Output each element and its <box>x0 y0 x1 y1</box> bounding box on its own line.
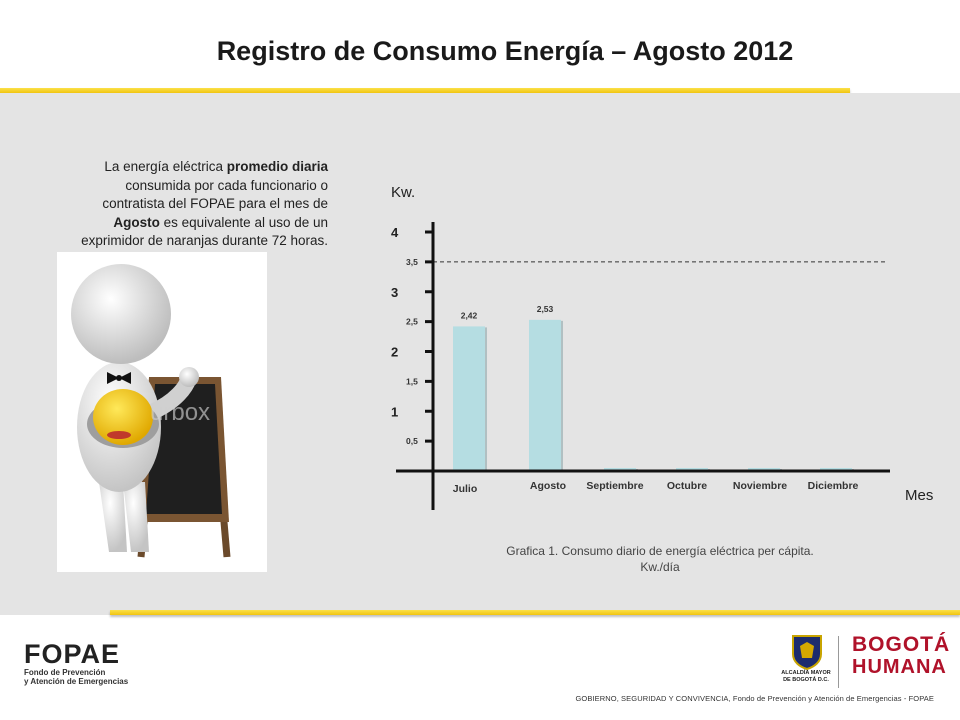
fopae-logo-sub1: Fondo de Prevención <box>24 668 106 677</box>
caption-line-1: Grafica 1. Consumo diario de energía elé… <box>506 544 814 558</box>
desc-part1: La energía eléctrica <box>104 159 227 174</box>
chart-caption: Grafica 1. Consumo diario de energía elé… <box>470 543 850 575</box>
desc-part2: consumida por cada funcionario o contrat… <box>102 177 328 212</box>
y-minor-tick-label: 1,5 <box>406 376 418 386</box>
bar-value-label: 2,53 <box>537 304 554 314</box>
bar-value-label: 2,42 <box>461 310 478 320</box>
caption-line-2: Kw./día <box>640 560 680 574</box>
desc-bold2: Agosto <box>113 214 160 230</box>
alcaldia-line-1: ALCALDÍA MAYOR <box>781 670 831 676</box>
logo-divider <box>838 636 839 688</box>
desc-part3: es equivalente al uso de un exprimidor d… <box>81 214 328 249</box>
slide-title: Registro de Consumo Energía – Agosto 201… <box>216 36 794 66</box>
fopae-logo: FOPAE Fondo de Prevención y Atención de … <box>24 639 154 686</box>
y-minor-tick-label: 0,5 <box>406 436 418 446</box>
alcaldia-text: ALCALDÍA MAYOR DE BOGOTÁ D.C. <box>776 670 836 683</box>
desc-bold1: promedio diaria <box>226 159 328 174</box>
y-axis-title: Kw. <box>391 184 415 201</box>
category-label: Septiembre <box>586 480 643 492</box>
category-label: Octubre <box>667 480 707 492</box>
description-text: La energía eléctrica promedio diaria con… <box>60 158 328 251</box>
x-axis-title: Mes <box>905 487 933 504</box>
y-major-tick-label: 4 <box>391 225 399 240</box>
bar-julio <box>453 326 485 471</box>
fopae-logo-sub2: y Atención de Emergencias <box>24 677 129 686</box>
category-label: Diciembre <box>808 480 859 492</box>
bogota-logo-line-1: BOGOTÁ <box>852 633 951 656</box>
y-major-tick-label: 2 <box>391 345 398 360</box>
bottom-yellow-accent <box>110 610 960 615</box>
fopae-logo-name: FOPAE <box>24 639 121 669</box>
footer-text: GOBIERNO, SEGURIDAD Y CONVIVENCIA, Fondo… <box>575 694 934 703</box>
mascot-figure-icon <box>71 264 231 558</box>
alcaldia-line-2: DE BOGOTÁ D.C. <box>783 676 829 683</box>
y-minor-tick-label: 2,5 <box>406 317 418 327</box>
top-yellow-accent <box>0 88 850 93</box>
bar-agosto <box>529 319 561 471</box>
y-major-tick-label: 1 <box>391 404 398 419</box>
bogota-logo-line-2: HUMANA <box>852 656 947 678</box>
mascot-illustration <box>57 252 267 572</box>
category-label: Noviembre <box>733 480 787 492</box>
category-label: Julio <box>453 483 478 495</box>
y-major-tick-label: 3 <box>391 285 398 300</box>
alcaldia-shield-icon <box>792 635 822 670</box>
category-label: Agosto <box>530 480 566 492</box>
watermark-text: urbox <box>150 399 210 426</box>
y-minor-tick-label: 3,5 <box>406 257 418 267</box>
